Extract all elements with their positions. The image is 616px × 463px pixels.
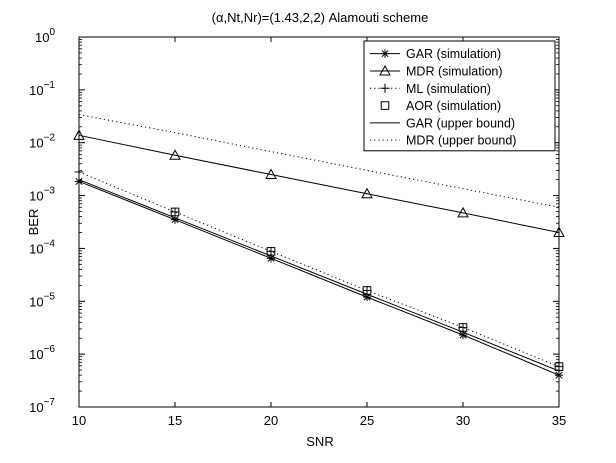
x-tick-label: 35	[552, 413, 566, 428]
legend-label: MDR (simulation)	[406, 64, 503, 78]
legend-entry: GAR (upper bound)	[370, 116, 515, 130]
data-point	[170, 207, 180, 217]
legend-entry: ML (simulation)	[370, 82, 491, 96]
y-axis-label: BER	[26, 209, 41, 236]
legend-label: GAR (simulation)	[406, 47, 501, 61]
data-point	[74, 167, 84, 177]
data-point	[266, 247, 276, 256]
data-point	[74, 177, 84, 186]
legend-label: MDR (upper bound)	[406, 134, 516, 148]
series-3	[74, 167, 564, 372]
legend-box	[363, 40, 556, 152]
legend-marker-sample	[380, 101, 390, 110]
data-point	[170, 215, 180, 224]
data-point	[457, 206, 469, 218]
data-point	[554, 362, 564, 371]
series-4	[170, 207, 564, 371]
data-point	[170, 207, 180, 217]
legend-marker-sample	[380, 49, 390, 58]
legend-label: GAR (upper bound)	[406, 116, 515, 130]
x-tick-label: 15	[168, 413, 182, 428]
legend-marker-sample	[379, 64, 391, 76]
legend-entry: MDR (upper bound)	[370, 134, 516, 148]
series-6	[78, 114, 560, 208]
data-point	[361, 187, 373, 199]
x-tick-label: 30	[456, 413, 470, 428]
data-point	[169, 149, 181, 160]
x-tick-label: 10	[72, 413, 86, 428]
plot-area-frame	[78, 36, 560, 408]
series-1	[74, 177, 564, 380]
data-point	[458, 322, 468, 332]
series-line	[78, 134, 560, 234]
legend-entry: GAR (simulation)	[370, 47, 501, 61]
legend-label: ML (simulation)	[406, 82, 491, 96]
legend-entry: AOR (simulation)	[380, 99, 501, 113]
chart-title: (α,Nt,Nr)=(1.43,2,2) Alamouti scheme	[212, 10, 429, 25]
legend-entry: MDR (simulation)	[370, 64, 503, 78]
legend: GAR (simulation) MDR (simulation) ML (simu…	[363, 40, 556, 152]
series-line	[78, 114, 560, 208]
series-layer	[73, 114, 565, 380]
x-tick-label: 20	[264, 413, 278, 428]
legend-marker-sample	[380, 83, 390, 93]
data-point	[362, 285, 372, 295]
data-point	[265, 168, 277, 180]
data-point	[554, 370, 564, 380]
series-5	[78, 179, 560, 372]
data-point	[553, 226, 565, 238]
data-point	[458, 323, 468, 332]
data-point	[554, 362, 564, 372]
x-axis-label: SNR	[306, 434, 333, 449]
legend-label: AOR (simulation)	[406, 99, 501, 113]
series-line	[78, 180, 560, 376]
data-point	[266, 246, 276, 256]
series-2	[73, 129, 565, 238]
series-line	[78, 179, 560, 372]
x-tick-label: 25	[360, 413, 374, 428]
data-point	[73, 129, 85, 140]
